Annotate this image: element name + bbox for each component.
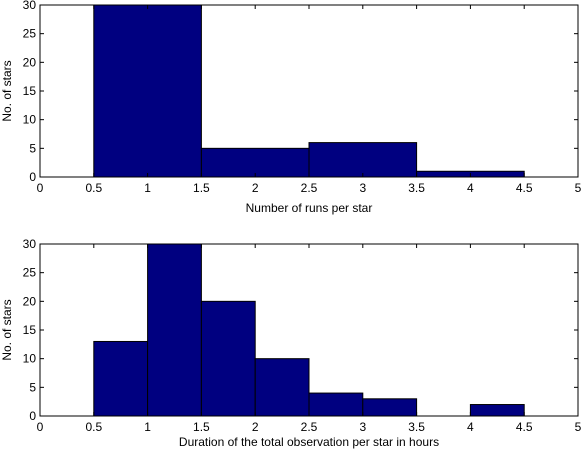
duration-ytick-label-3: 15: [23, 323, 37, 337]
duration-xtick-label-5: 2.5: [301, 420, 318, 434]
duration-bar-7: [469, 404, 525, 417]
runs-y-axis-label: No. of stars: [0, 60, 14, 121]
runs-ytick-label-6: 30: [23, 0, 37, 12]
duration-bar-5: [362, 398, 418, 417]
runs-x-axis-label: Number of runs per star: [246, 201, 373, 215]
runs-histogram-bars: [93, 4, 525, 178]
runs-ytick-label-3: 15: [23, 84, 37, 98]
duration-ytick-label-6: 30: [23, 237, 37, 251]
duration-xtick-label-6: 3: [359, 420, 366, 434]
runs-xtick-label-6: 3: [359, 181, 366, 195]
runs-ytick-label-0: 0: [29, 170, 36, 184]
duration-xtick-label-9: 4.5: [516, 420, 533, 434]
duration-bar-3: [254, 358, 310, 417]
runs-bar-2: [308, 142, 418, 178]
duration-xtick-label-2: 1: [144, 420, 151, 434]
duration-bar-4: [308, 392, 364, 417]
runs-ytick-label-1: 5: [29, 141, 36, 155]
duration-xtick-label-1: 0.5: [85, 420, 102, 434]
runs-ytick-label-2: 10: [23, 113, 37, 127]
duration-bar-0: [93, 340, 149, 417]
runs-axis-ticks: 0 0.5 1 1.5 2 2.5 3 3.5 4 4.5 5 0 5 10 15 20 25 30: [23, 0, 582, 195]
duration-histogram-bars: [93, 243, 578, 417]
runs-xtick-label-5: 2.5: [301, 181, 318, 195]
duration-ytick-label-2: 10: [23, 352, 37, 366]
runs-xtick-label-2: 1: [144, 181, 151, 195]
runs-bar-0: [93, 4, 202, 178]
duration-y-axis-label: No. of stars: [0, 299, 14, 360]
duration-ytick-label-0: 0: [29, 409, 36, 423]
duration-bar-2: [200, 300, 256, 417]
runs-per-star-histogram: 0 0.5 1 1.5 2 2.5 3 3.5 4 4.5 5 0 5 10 15 20 25 30 Number…: [0, 0, 582, 215]
runs-bar-1: [200, 147, 310, 178]
runs-ytick-label-4: 20: [23, 55, 37, 69]
runs-xtick-label-7: 3.5: [408, 181, 425, 195]
duration-xtick-label-7: 3.5: [408, 420, 425, 434]
duration-axis-ticks: 0 0.5 1 1.5 2 2.5 3 3.5 4 4.5 5 0 5 10 15 20 25 30: [23, 237, 582, 434]
runs-xtick-label-1: 0.5: [85, 181, 102, 195]
runs-xtick-label-3: 1.5: [193, 181, 210, 195]
duration-per-star-histogram: 0 0.5 1 1.5 2 2.5 3 3.5 4 4.5 5 0 5 10 15 20 25 30 Durati…: [0, 237, 582, 449]
runs-xtick-label-4: 2: [252, 181, 259, 195]
duration-bar-1: [147, 243, 202, 417]
duration-ytick-label-5: 25: [23, 266, 37, 280]
runs-xtick-label-0: 0: [37, 181, 44, 195]
duration-xtick-label-4: 2: [252, 420, 259, 434]
duration-xtick-label-3: 1.5: [193, 420, 210, 434]
runs-xtick-label-10: 5: [575, 181, 582, 195]
duration-xtick-label-10: 5: [575, 420, 582, 434]
duration-x-axis-label: Duration of the total observation per st…: [179, 435, 439, 449]
runs-ytick-label-5: 25: [23, 27, 37, 41]
duration-ytick-label-1: 5: [29, 380, 36, 394]
runs-xtick-label-9: 4.5: [516, 181, 533, 195]
runs-xtick-label-8: 4: [467, 181, 474, 195]
duration-xtick-label-8: 4: [467, 420, 474, 434]
duration-ytick-label-4: 20: [23, 294, 37, 308]
duration-xtick-label-0: 0: [37, 420, 44, 434]
